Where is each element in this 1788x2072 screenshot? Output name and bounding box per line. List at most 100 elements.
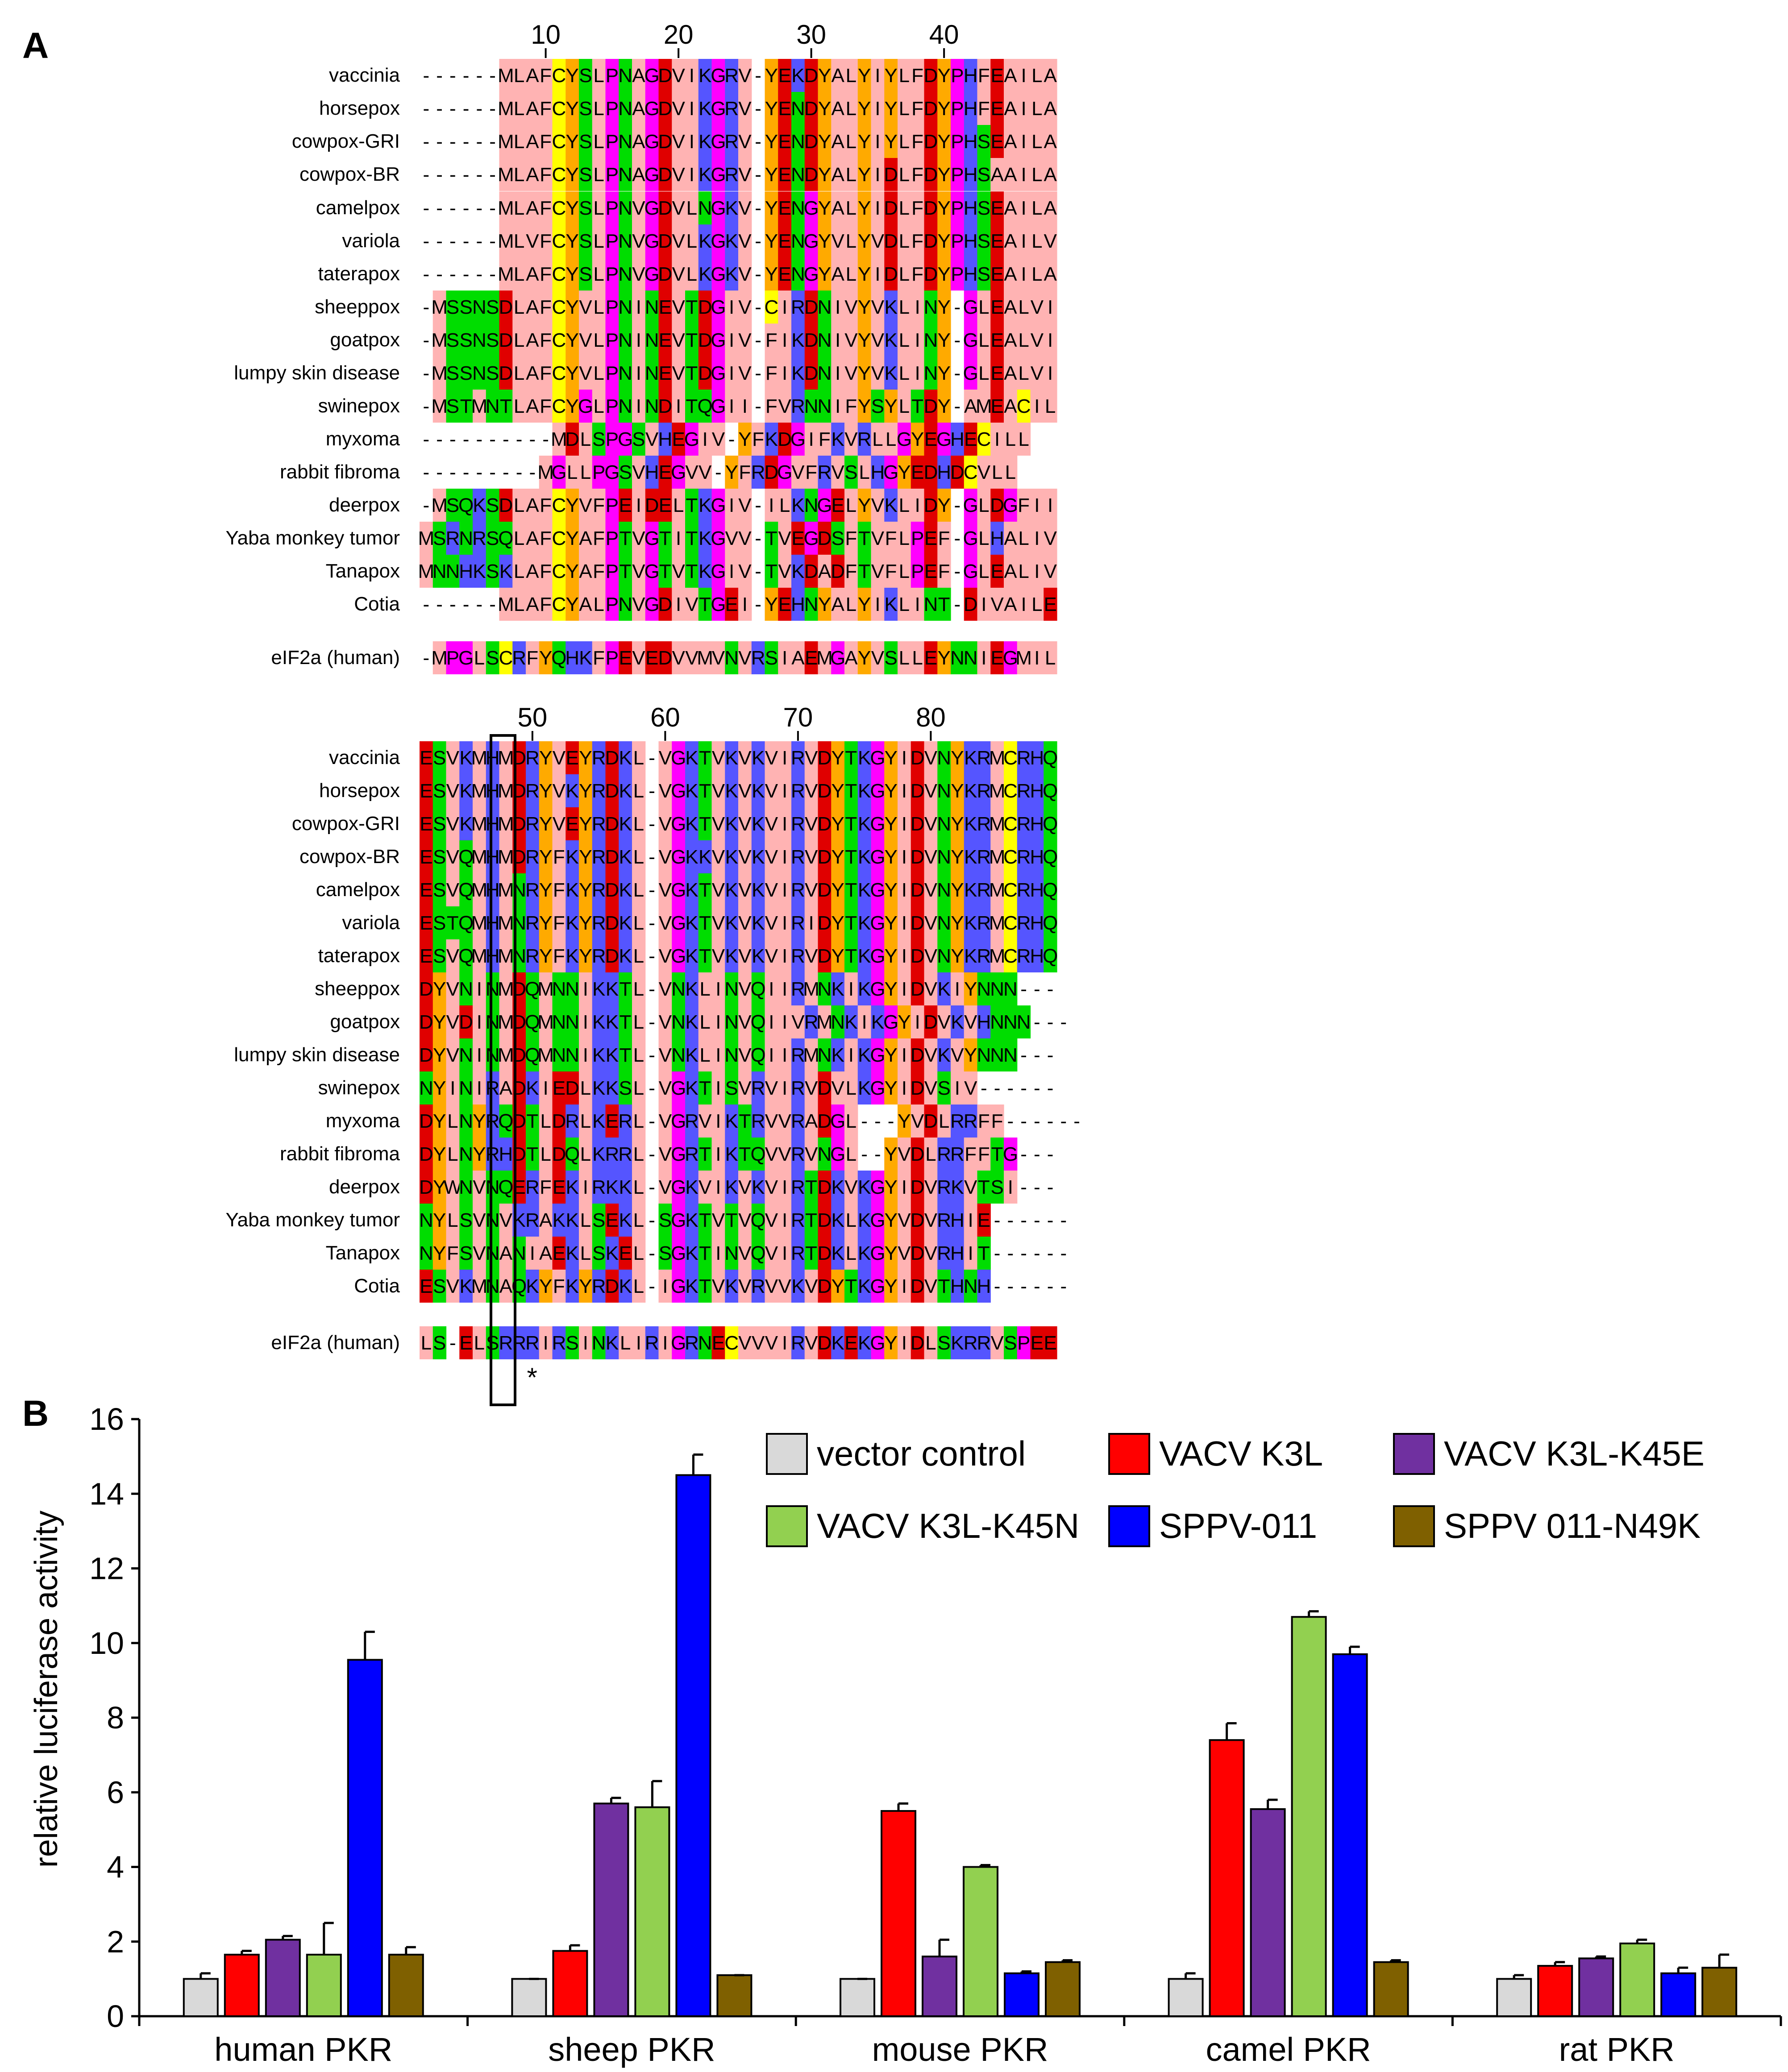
residue-char: L [1031,594,1042,615]
residue-char: I [1034,395,1040,417]
residue-char: Y [566,131,578,153]
gap-char: - [1007,1077,1014,1099]
residue-cell [964,224,978,257]
gap-char: - [954,329,961,351]
gap-char: - [476,164,483,186]
residue-cell [990,257,1004,291]
residue-char: N [459,1044,473,1066]
residue-char: K [752,945,765,967]
residue-char: T [686,527,698,549]
residue-char: K [619,747,632,769]
residue-char: Q [565,1143,580,1165]
sequence-name: Yaba monkey tumor [226,1209,400,1231]
residue-cell [685,191,699,224]
residue-char: V [924,945,938,967]
residue-char: K [606,1077,619,1099]
residue-char: Y [858,329,871,351]
residue-char: K [858,1242,871,1264]
residue-char: L [633,813,644,835]
residue-char: T [858,527,870,549]
residue-char: R [1017,879,1031,901]
gap-char: - [954,296,961,318]
residue-cell [804,92,819,125]
residue-char: T [699,1242,711,1264]
residue-cell [725,257,739,291]
residue-char: E [619,494,632,516]
residue-char: A [1004,296,1017,318]
residue-char: V [765,1176,778,1198]
residue-char: C [552,230,566,252]
residue-char: I [1034,647,1040,669]
residue-char: I [862,1011,867,1033]
residue-char: P [951,263,964,285]
residue-char: M [471,846,488,868]
residue-char: E [990,395,1003,417]
sequence-name: eIF2a (human) [271,1332,400,1354]
gap-char: - [874,1143,881,1165]
residue-char: I [729,561,734,582]
residue-char: S [592,1242,605,1264]
gap-char: - [1020,1077,1027,1099]
residue-char: K [752,780,765,802]
residue-cell [951,191,965,224]
residue-char: T [699,1143,711,1165]
residue-char: A [831,65,844,87]
residue-char: K [725,1275,738,1297]
residue-char: E [420,879,432,901]
residue-char: V [871,647,885,669]
residue-char: D [804,561,819,582]
residue-cell [499,158,513,191]
residue-char: D [923,1110,938,1132]
residue-char: H [977,1011,991,1033]
residue-char: K [685,1275,698,1297]
residue-cell [1017,224,1031,257]
residue-char: E [566,747,578,769]
residue-char: I [1048,329,1053,351]
residue-char: N [923,329,938,351]
residue-char: D [698,362,712,384]
residue-char: Y [884,813,897,835]
residue-cell [632,59,646,92]
residue-char: V [990,594,1004,615]
gap-char: - [436,428,443,450]
residue-char: K [685,912,698,934]
residue-char: M [989,945,1006,967]
residue-char: V [738,1011,752,1033]
sequence-name: taterapox [318,945,400,967]
residue-char: Y [579,912,592,934]
residue-char: E [778,65,791,87]
residue-char: M [989,912,1006,934]
residue-char: L [899,527,910,549]
residue-char: D [658,263,672,285]
residue-cell [765,291,778,324]
residue-char: N [472,362,487,384]
residue-char: L [1018,561,1029,582]
residue-cell [778,59,792,92]
residue-char: I [782,1332,787,1354]
residue-char: H [645,461,659,483]
residue-char: K [685,1011,698,1033]
residue-char: L [633,912,644,934]
residue-char: I [729,296,734,318]
legend-swatch [766,1505,808,1547]
sequence-name: cowpox-GRI [292,813,400,835]
residue-char: I [742,594,748,615]
residue-char: V [672,230,685,252]
residue-char: K [725,747,738,769]
residue-cell [857,324,872,357]
gap-char: - [423,594,430,615]
residue-char: Y [765,98,778,120]
residue-char: S [990,1176,1003,1198]
residue-cell [1030,158,1044,191]
residue-char: E [553,1077,566,1099]
residue-char: I [769,1011,774,1033]
residue-char: I [902,945,907,967]
residue-char: E [712,1332,725,1354]
residue-char: E [672,428,685,450]
residue-char: N [791,164,805,186]
residue-cell [964,92,978,125]
residue-char: K [699,65,711,87]
residue-cell [658,257,672,291]
residue-cell [539,191,553,224]
residue-cell [871,224,885,257]
